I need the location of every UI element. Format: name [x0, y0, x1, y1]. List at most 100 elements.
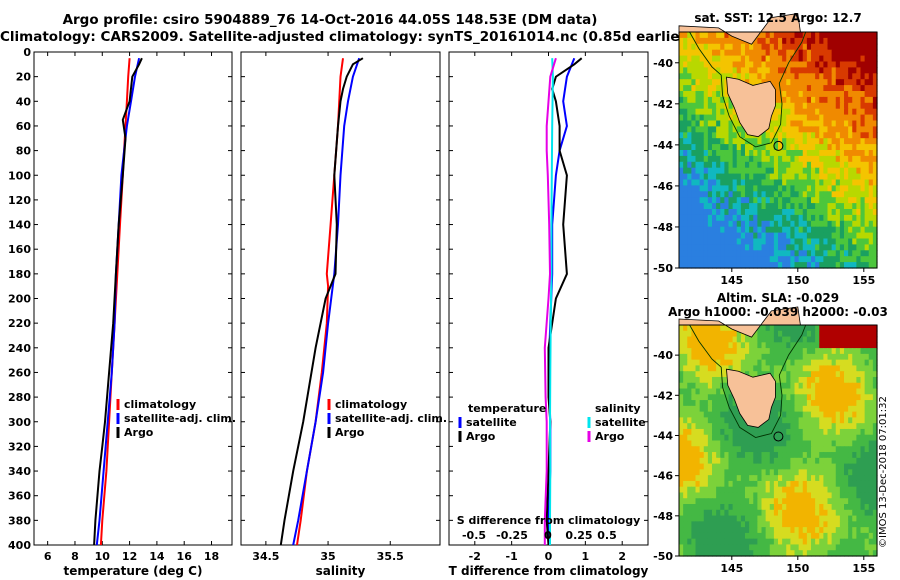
- sst_map-cell: [769, 32, 775, 39]
- sst_map-cell: [724, 214, 730, 222]
- sla_map-cell: [815, 452, 820, 459]
- sla_map-cell: [740, 463, 746, 470]
- sst_map-cell: [679, 67, 684, 74]
- sst_map-cell: [806, 114, 812, 122]
- sst_map-cell: [683, 214, 688, 222]
- sla_map-cell: [819, 527, 824, 534]
- sla_map-cell: [691, 521, 697, 528]
- sst_map-cell: [699, 155, 705, 163]
- sla_map-cell: [773, 371, 779, 378]
- sla_map-cell: [835, 521, 841, 528]
- sst_map-cell: [679, 55, 684, 63]
- sla_map-cell: [782, 382, 787, 390]
- sla_map-cell: [757, 544, 763, 551]
- sla_map-cell: [856, 359, 862, 367]
- sst_map-cell: [872, 37, 878, 45]
- sst_map-cell: [761, 138, 767, 145]
- sla_map-cell: [819, 446, 824, 453]
- sst_map-cell: [703, 85, 709, 92]
- sla_map-cell: [815, 457, 820, 465]
- sst_map-cell: [740, 226, 746, 234]
- depth-tick-label: 220: [8, 317, 31, 330]
- sst_map-cell: [815, 55, 820, 63]
- sla_map-cell: [716, 498, 721, 505]
- sla_map-cell: [732, 532, 738, 540]
- sla_map-cell: [720, 521, 725, 528]
- sst_map-cell: [868, 220, 874, 228]
- sla_map-cell: [860, 544, 866, 551]
- sla_map-cell: [794, 330, 800, 338]
- sst_map-cell: [860, 209, 866, 216]
- sst_map-cell: [815, 179, 820, 186]
- sst_map-cell: [872, 49, 878, 57]
- sla_map-cell: [753, 475, 758, 482]
- sst_map-cell: [786, 244, 791, 251]
- sst_map-cell: [749, 197, 754, 204]
- sla_map-cell: [872, 498, 878, 505]
- sst_map-cell: [720, 55, 725, 63]
- sla_map-cell: [745, 423, 750, 430]
- sst_map-cell: [827, 167, 833, 175]
- sla_map-cell: [683, 504, 688, 511]
- sst_map-cell: [707, 49, 713, 57]
- sla_map-cell: [811, 434, 816, 442]
- temperature-series-satellite-adj-clim-: [95, 57, 141, 546]
- sla_map-cell: [724, 509, 730, 517]
- sla_map-cell: [868, 446, 874, 453]
- sst_map-cell: [815, 214, 820, 222]
- sla_map-cell: [773, 388, 779, 395]
- sla_map-cell: [848, 405, 853, 413]
- sla_map-cell: [679, 348, 684, 355]
- sla_map-cell: [794, 498, 800, 505]
- sst_map-cell: [753, 226, 758, 234]
- sla_map-cell: [790, 509, 796, 517]
- sst_map-cell: [811, 43, 816, 51]
- sst_map-cell: [786, 49, 791, 57]
- sla_map-cell: [769, 336, 775, 343]
- sla_map-cell: [868, 550, 874, 557]
- sst_map-cell: [732, 73, 738, 80]
- sst_map-cell: [679, 179, 684, 186]
- sla_map-cell: [695, 376, 701, 384]
- sst_map-cell: [736, 43, 742, 51]
- sla_map-cell: [860, 446, 866, 453]
- sst_map-cell: [868, 179, 874, 186]
- sla_map-cell: [699, 371, 705, 378]
- sla_map-cell: [687, 544, 692, 551]
- sst_map-cell: [728, 102, 734, 110]
- sla_map-cell: [856, 486, 862, 494]
- sla_map-cell: [790, 544, 796, 551]
- sla_map-cell: [786, 417, 791, 424]
- sst_map-cell: [778, 55, 783, 63]
- sst_map-cell: [802, 138, 808, 145]
- sst_map-cell: [856, 61, 862, 68]
- sst_map-cell: [844, 67, 849, 74]
- sla_map-cell: [782, 498, 787, 505]
- sla_map-cell: [765, 504, 771, 511]
- sst_map-cell: [844, 256, 849, 263]
- sla_map-cell: [745, 359, 750, 367]
- sst_map-cell: [831, 161, 837, 169]
- sla_map-cell: [703, 509, 709, 517]
- sst_map-cell: [831, 150, 837, 157]
- sst_map-cell: [778, 197, 783, 204]
- sst_map-cell: [819, 108, 824, 116]
- sla_map-cell: [852, 365, 857, 372]
- sst_map-cell: [835, 209, 841, 216]
- sst_map-cell: [687, 167, 692, 175]
- sst_map-cell: [707, 43, 713, 51]
- sla_map-cell: [773, 521, 779, 528]
- sst_map-cell: [815, 173, 820, 181]
- sst_map-cell: [852, 114, 857, 122]
- sst_map-cell: [802, 232, 808, 240]
- sla_map-cell: [687, 428, 692, 436]
- sst_map-cell: [732, 49, 738, 57]
- sst_map-cell: [872, 73, 878, 80]
- sst_map-cell: [798, 102, 804, 110]
- figure-title-line2: Climatology: CARS2009. Satellite-adjuste…: [0, 29, 693, 45]
- sst_map-cell: [745, 144, 750, 151]
- sla_map-cell: [860, 469, 866, 476]
- sla_map-cell: [724, 376, 730, 384]
- sst_map-cell: [765, 185, 771, 192]
- sst_map-cell: [868, 96, 874, 104]
